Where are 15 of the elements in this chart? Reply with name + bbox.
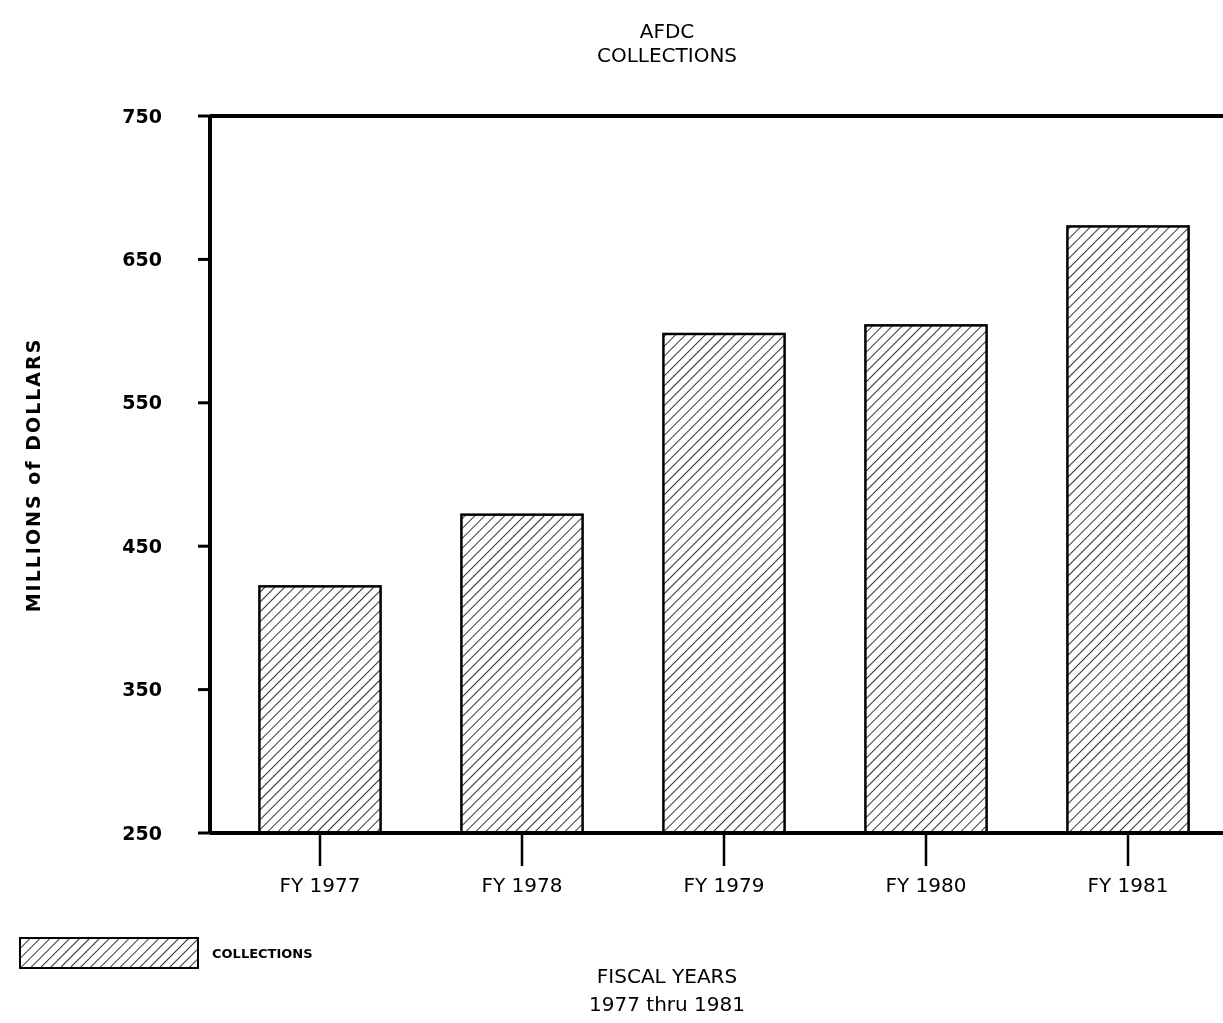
x-tick-label: FY 1978 bbox=[481, 873, 563, 897]
y-tick-label: 550 bbox=[122, 391, 162, 414]
x-tick-label: FY 1977 bbox=[279, 873, 361, 897]
y-tick-label: 250 bbox=[122, 821, 162, 844]
chart-title: AFDC COLLECTIONS bbox=[596, 19, 738, 67]
y-tick-label: 450 bbox=[122, 534, 162, 557]
y-tick-label: 750 bbox=[122, 104, 162, 127]
x-tick-label: FY 1979 bbox=[683, 873, 765, 897]
x-tick-label: FY 1981 bbox=[1087, 873, 1169, 897]
x-tick-label: FY 1980 bbox=[885, 873, 967, 897]
y-tick-label: 650 bbox=[122, 248, 162, 271]
x-axis-title: FISCAL YEARS 1977 thru 1981 bbox=[589, 964, 745, 1016]
y-axis-title: MILLIONS of DOLLARS bbox=[22, 337, 44, 613]
y-tick-label: 350 bbox=[122, 678, 162, 701]
text: COLLECTIONS bbox=[212, 945, 313, 961]
